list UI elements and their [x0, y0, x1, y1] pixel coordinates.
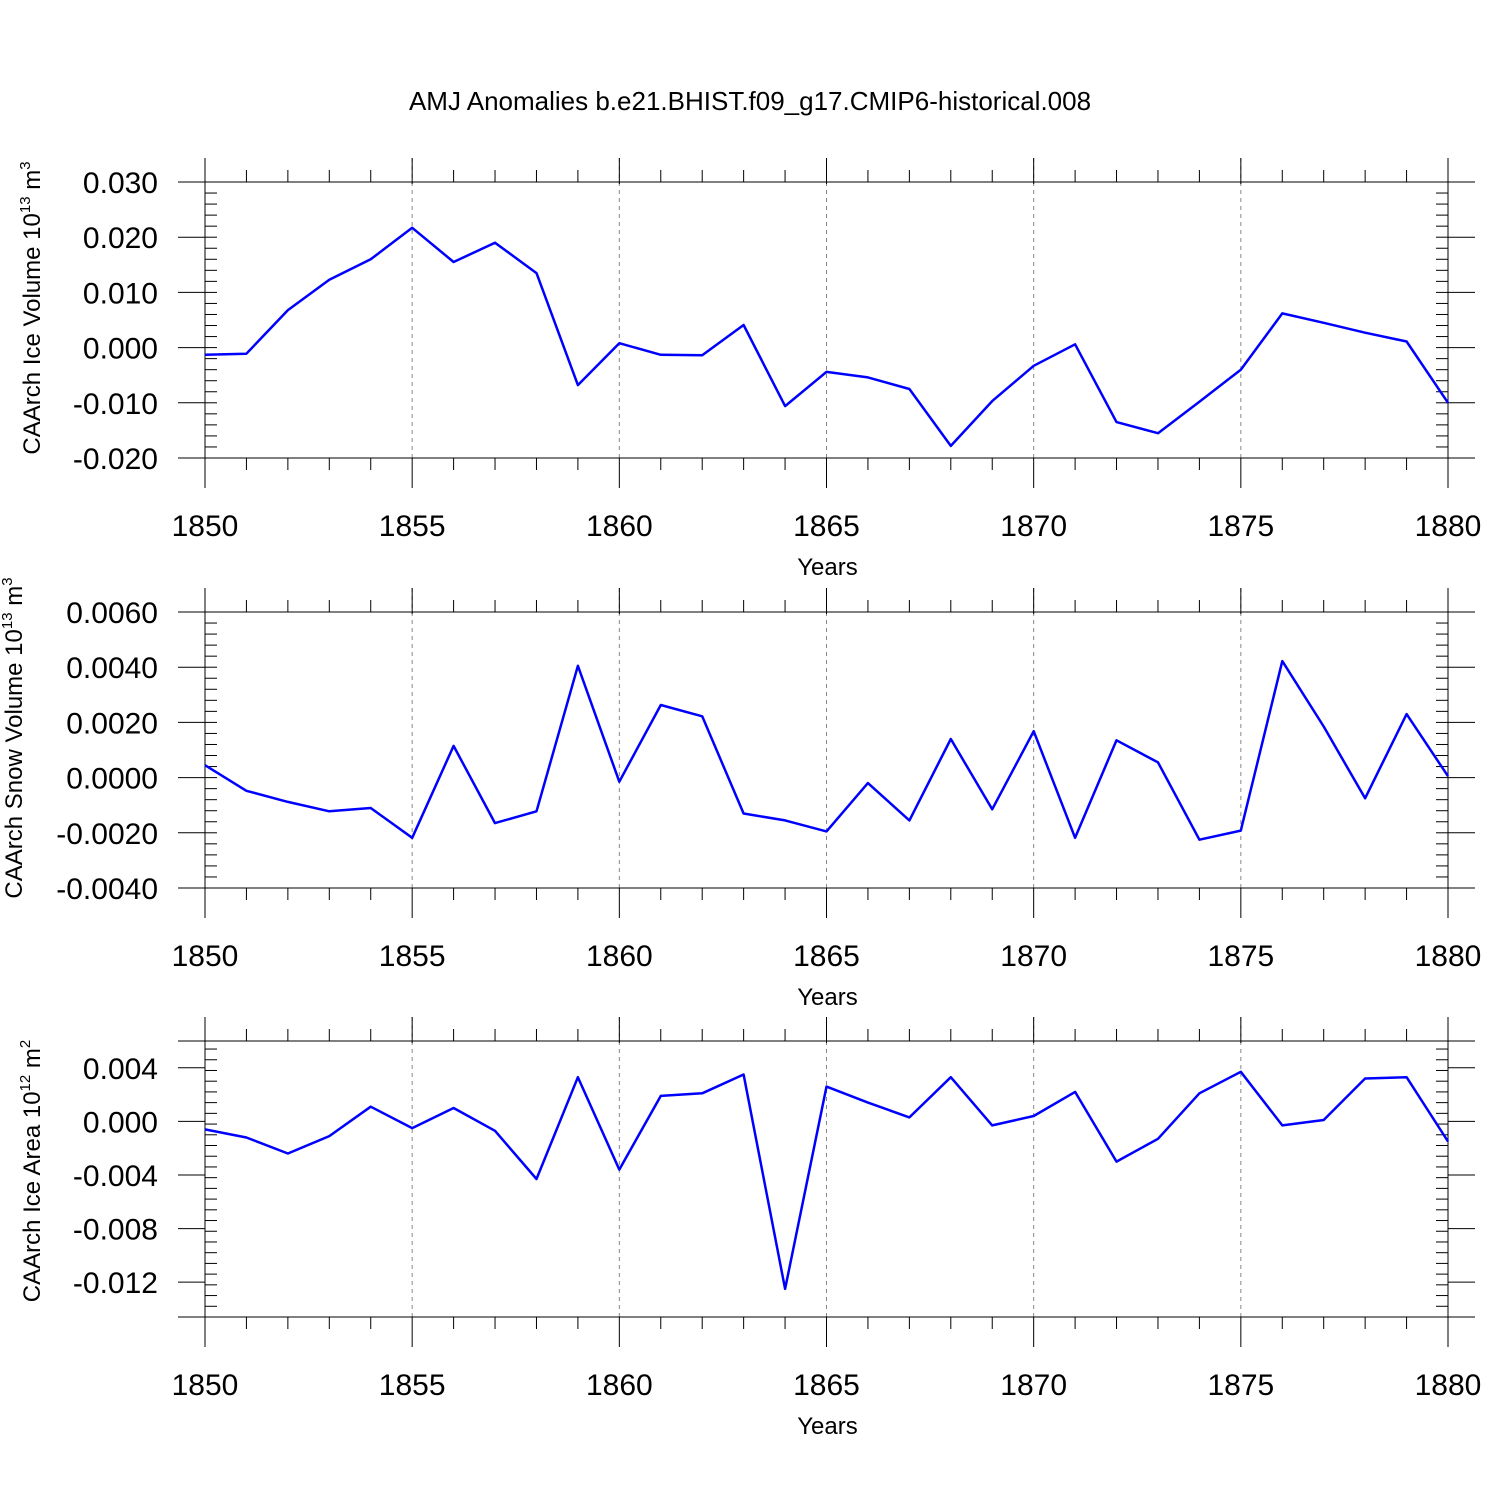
y-tick-label: -0.010 [73, 388, 158, 421]
y-tick-label: 0.000 [83, 333, 158, 366]
x-tick-label: 1880 [1415, 1369, 1482, 1402]
series-line [204, 1070, 1450, 1291]
x-tick-label: 1875 [1207, 1369, 1274, 1402]
x-tick-label: 1865 [793, 510, 860, 543]
y-tick-label: 0.0040 [66, 652, 158, 685]
y-tick-label: -0.0040 [56, 873, 158, 906]
y-axis-label: CAArch Ice Area 1012 m2 [17, 1040, 46, 1302]
y-tick-label: -0.012 [73, 1267, 158, 1300]
x-tick-label: 1855 [379, 940, 446, 973]
chart-panel-2: 1850 1855 1860 1865 1870 1875 1880 -0.0040 -0.00… [0, 577, 1481, 1011]
y-tick-label: 0.020 [83, 222, 158, 255]
y-tick-label: 0.004 [83, 1053, 158, 1086]
y-tick-label: -0.0020 [56, 818, 158, 851]
y-tick-label: -0.020 [73, 443, 158, 476]
y-tick-label: 0.010 [83, 277, 158, 310]
x-tick-label: 1865 [793, 1369, 860, 1402]
chart-panel-3: 1850 1855 1860 1865 1870 1875 1880 -0.012 -0.008… [17, 1017, 1481, 1440]
chart-panel-1: 1850 1855 1860 1865 1870 1875 1880 -0.020 -0.010… [17, 158, 1481, 581]
x-tick-label: 1855 [379, 1369, 446, 1402]
y-tick-label: 0.0020 [66, 707, 158, 740]
x-axis-label: Years [797, 554, 858, 581]
y-axis-label: CAArch Ice Volume 1013 m3 [17, 161, 46, 454]
series-line [204, 659, 1450, 841]
series-line [204, 226, 1450, 448]
y-tick-label: 0.0060 [66, 597, 158, 630]
y-axis-label: CAArch Snow Volume 1013 m3 [0, 577, 28, 898]
x-tick-label: 1860 [586, 510, 653, 543]
y-tick-label: 0.000 [83, 1106, 158, 1139]
x-axis-label: Years [797, 1413, 858, 1440]
y-tick-label: -0.004 [73, 1160, 158, 1193]
x-tick-label: 1880 [1415, 940, 1482, 973]
x-tick-label: 1880 [1415, 510, 1482, 543]
x-tick-label: 1870 [1000, 510, 1067, 543]
x-tick-label: 1875 [1207, 510, 1274, 543]
x-tick-label: 1850 [172, 1369, 239, 1402]
x-tick-label: 1870 [1000, 1369, 1067, 1402]
x-axis-label: Years [797, 984, 858, 1011]
x-tick-label: 1870 [1000, 940, 1067, 973]
figure-title: AMJ Anomalies b.e21.BHIST.f09_g17.CMIP6-… [409, 86, 1091, 116]
x-tick-label: 1860 [586, 1369, 653, 1402]
x-tick-label: 1875 [1207, 940, 1274, 973]
y-tick-label: 0.030 [83, 167, 158, 200]
x-tick-label: 1850 [172, 940, 239, 973]
panels: 1850 1855 1860 1865 1870 1875 1880 -0.020 -0.010… [0, 158, 1481, 1440]
y-tick-label: -0.008 [73, 1214, 158, 1247]
x-tick-label: 1850 [172, 510, 239, 543]
x-tick-label: 1865 [793, 940, 860, 973]
y-tick-label: 0.0000 [66, 763, 158, 796]
x-tick-label: 1860 [586, 940, 653, 973]
x-tick-label: 1855 [379, 510, 446, 543]
